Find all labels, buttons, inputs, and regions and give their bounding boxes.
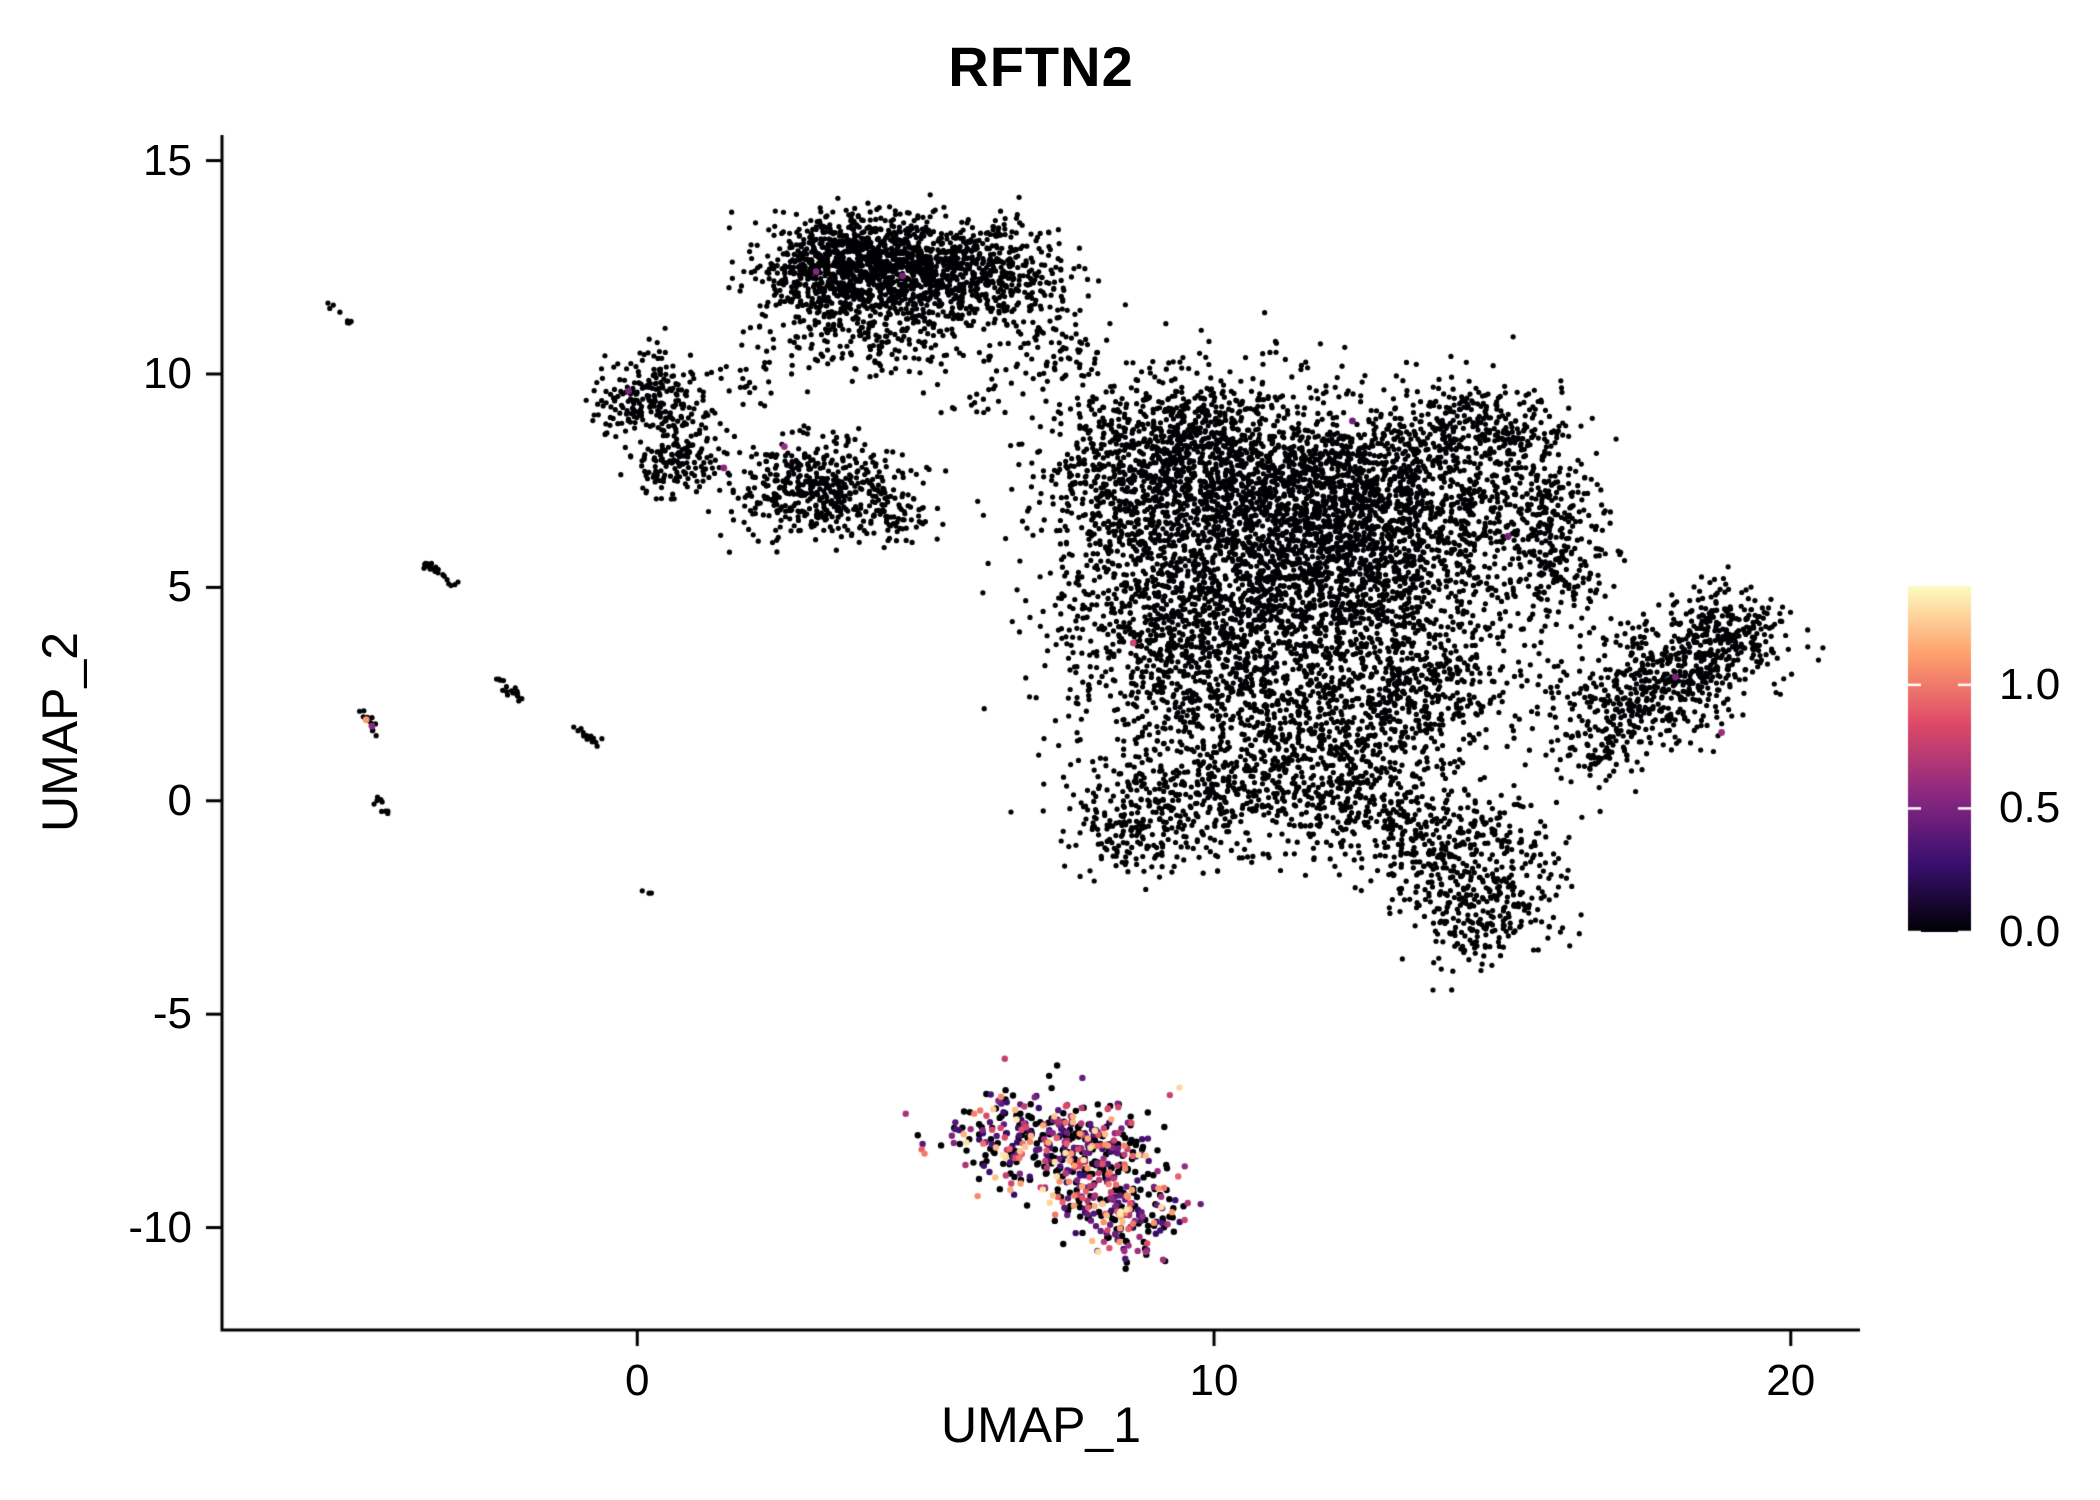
x-axis-label: UMAP_1 [940, 1397, 1142, 1453]
y-axis-label: UMAP_2 [32, 631, 88, 833]
colorbar-label-0.5: 0.5 [1999, 783, 2061, 833]
plot-title: RFTN2 [948, 35, 1134, 98]
x-tick-10: 10 [1189, 1356, 1239, 1405]
x-tick-0: 0 [625, 1356, 650, 1405]
y-tick-neg10: -10 [128, 1202, 192, 1252]
y-tick-5: 5 [167, 562, 192, 612]
y-tick-0: 0 [167, 775, 192, 825]
y-tick-10: 10 [143, 349, 192, 398]
y-tick-neg5: -5 [152, 989, 192, 1039]
y-tick-15: 15 [143, 135, 192, 185]
x-tick-20: 20 [1766, 1356, 1816, 1405]
colorbar-label-1.0: 1.0 [1999, 659, 2061, 709]
colorbar-label-0.0: 0.0 [1999, 907, 2061, 956]
